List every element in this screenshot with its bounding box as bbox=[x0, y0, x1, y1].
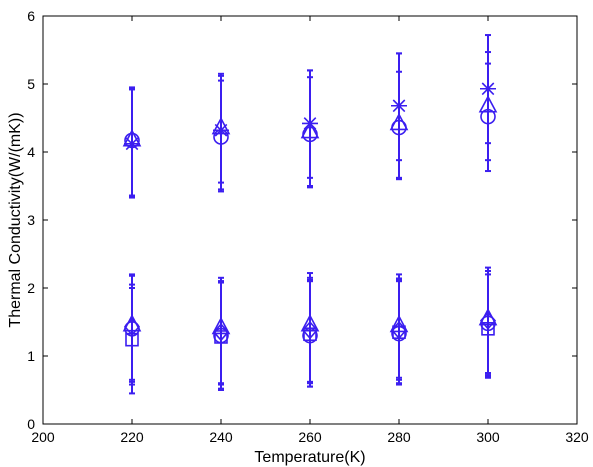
x-tick-label: 220 bbox=[120, 429, 144, 445]
x-tick-label: 200 bbox=[31, 429, 55, 445]
x-tick-label: 260 bbox=[298, 429, 322, 445]
y-tick-label: 1 bbox=[27, 348, 35, 364]
data-marks bbox=[122, 34, 498, 395]
data-point-triangle bbox=[122, 314, 142, 332]
series-3 bbox=[124, 34, 496, 197]
data-point-triangle bbox=[478, 307, 498, 326]
data-point-star bbox=[124, 135, 140, 152]
x-tick-label: 240 bbox=[209, 429, 233, 445]
x-tick-label: 320 bbox=[565, 429, 589, 445]
data-point-triangle bbox=[211, 316, 231, 335]
x-tick-label: 300 bbox=[476, 429, 500, 445]
x-axis-title: Temperature(K) bbox=[254, 449, 365, 466]
y-tick-label: 0 bbox=[27, 416, 35, 432]
y-tick-label: 6 bbox=[27, 8, 35, 24]
x-tick-label: 280 bbox=[387, 429, 411, 445]
y-tick-label: 5 bbox=[27, 76, 35, 92]
y-tick-label: 3 bbox=[27, 212, 35, 228]
axes: 200 220 240 260 280 300 320 0 1 2 3 4 5 6 bbox=[27, 8, 589, 445]
data-point-star bbox=[480, 80, 496, 97]
data-point-star bbox=[302, 115, 318, 132]
plot-frame bbox=[42, 15, 578, 425]
y-axis-title: Thermal Conductivity(W/(mK)) bbox=[7, 112, 24, 327]
data-point-star bbox=[391, 97, 407, 114]
data-point-triangle bbox=[300, 314, 320, 332]
y-tick-label: 2 bbox=[27, 280, 35, 296]
series-7 bbox=[122, 270, 498, 385]
y-tick-label: 4 bbox=[27, 144, 35, 160]
data-point-triangle bbox=[389, 314, 409, 333]
data-point-star bbox=[213, 122, 229, 139]
